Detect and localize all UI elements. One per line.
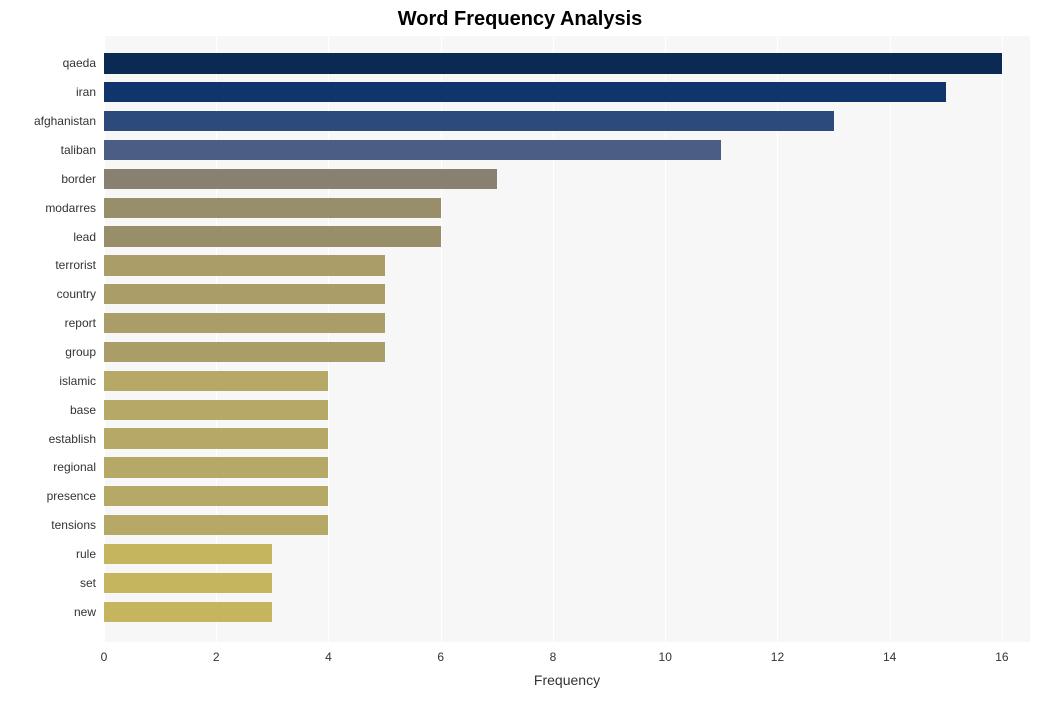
x-axis-title: Frequency	[104, 672, 1030, 688]
bar	[104, 53, 1002, 73]
y-tick-label: taliban	[0, 140, 96, 160]
bar	[104, 140, 721, 160]
x-tick-label: 0	[101, 650, 108, 664]
bar	[104, 284, 385, 304]
y-tick-label: presence	[0, 486, 96, 506]
chart-title: Word Frequency Analysis	[0, 8, 1040, 31]
y-tick-label: rule	[0, 544, 96, 564]
bar	[104, 111, 834, 131]
y-tick-label: set	[0, 573, 96, 593]
y-tick-label: iran	[0, 82, 96, 102]
bar	[104, 198, 441, 218]
x-tick-label: 6	[437, 650, 444, 664]
bar	[104, 457, 328, 477]
y-tick-label: base	[0, 400, 96, 420]
y-tick-label: border	[0, 169, 96, 189]
bar	[104, 400, 328, 420]
y-tick-label: islamic	[0, 371, 96, 391]
bar	[104, 82, 946, 102]
x-tick-label: 16	[995, 650, 1008, 664]
plot-area	[104, 36, 1030, 642]
y-tick-label: country	[0, 284, 96, 304]
y-tick-label: afghanistan	[0, 111, 96, 131]
bar	[104, 342, 385, 362]
x-tick-label: 4	[325, 650, 332, 664]
y-tick-label: group	[0, 342, 96, 362]
x-tick-label: 12	[771, 650, 784, 664]
bar	[104, 428, 328, 448]
y-tick-label: establish	[0, 429, 96, 449]
y-tick-label: lead	[0, 227, 96, 247]
bar	[104, 486, 328, 506]
x-tick-label: 14	[883, 650, 896, 664]
gridline	[1002, 36, 1003, 642]
bar	[104, 313, 385, 333]
bar	[104, 515, 328, 535]
y-tick-label: tensions	[0, 515, 96, 535]
bar	[104, 255, 385, 275]
y-tick-label: regional	[0, 457, 96, 477]
bar	[104, 544, 272, 564]
bar	[104, 226, 441, 246]
x-tick-label: 2	[213, 650, 220, 664]
bar	[104, 573, 272, 593]
bar	[104, 371, 328, 391]
y-tick-label: terrorist	[0, 255, 96, 275]
bar	[104, 169, 497, 189]
y-tick-label: qaeda	[0, 53, 96, 73]
bar	[104, 602, 272, 622]
gridline	[890, 36, 891, 642]
x-tick-label: 10	[659, 650, 672, 664]
y-tick-label: report	[0, 313, 96, 333]
y-tick-label: modarres	[0, 198, 96, 218]
y-tick-label: new	[0, 602, 96, 622]
x-tick-label: 8	[550, 650, 557, 664]
